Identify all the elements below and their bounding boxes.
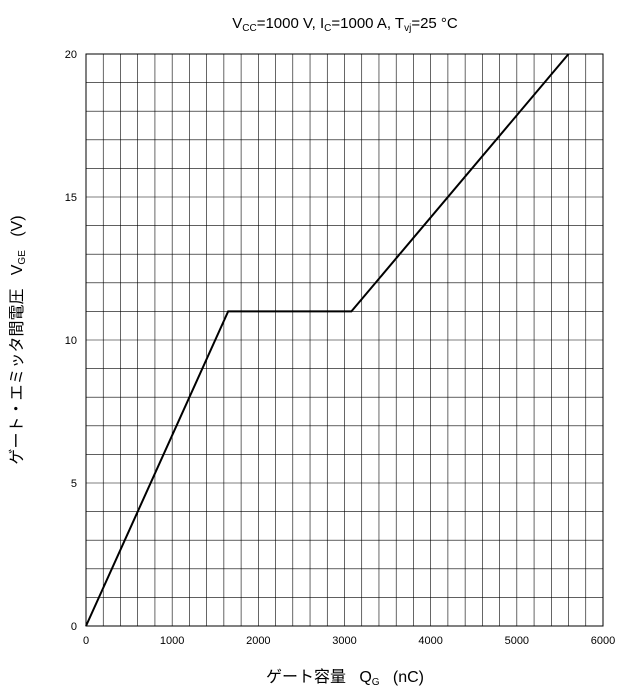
y-tick-label: 20 bbox=[65, 49, 77, 61]
series-line-0 bbox=[85, 53, 570, 627]
y-tick-labels: 0 5 10 15 20 bbox=[65, 49, 77, 633]
plot-frame bbox=[85, 53, 604, 627]
x-tick-label: 4000 bbox=[418, 635, 442, 647]
y-axis-title: ゲート・エミッタ間電圧 VGE (V) bbox=[8, 215, 28, 464]
x-tick-label: 6000 bbox=[591, 635, 615, 647]
chart-title: VCC=1000 V, IC=1000 A, Tvj=25 °C bbox=[232, 15, 458, 34]
y-tick-label: 10 bbox=[65, 335, 77, 347]
grid bbox=[86, 54, 603, 626]
y-tick-label: 5 bbox=[71, 478, 77, 490]
y-tick-label: 15 bbox=[65, 192, 77, 204]
x-tick-label: 1000 bbox=[160, 635, 184, 647]
x-tick-labels: 0 1000 2000 3000 4000 5000 6000 bbox=[83, 635, 615, 647]
x-axis-title: ゲート容量 QG (nC) bbox=[266, 668, 424, 688]
series-layer bbox=[85, 53, 570, 627]
x-tick-label: 2000 bbox=[246, 635, 270, 647]
x-tick-label: 3000 bbox=[332, 635, 356, 647]
x-tick-label: 0 bbox=[83, 635, 89, 647]
x-tick-label: 5000 bbox=[505, 635, 529, 647]
y-tick-label: 0 bbox=[71, 621, 77, 633]
